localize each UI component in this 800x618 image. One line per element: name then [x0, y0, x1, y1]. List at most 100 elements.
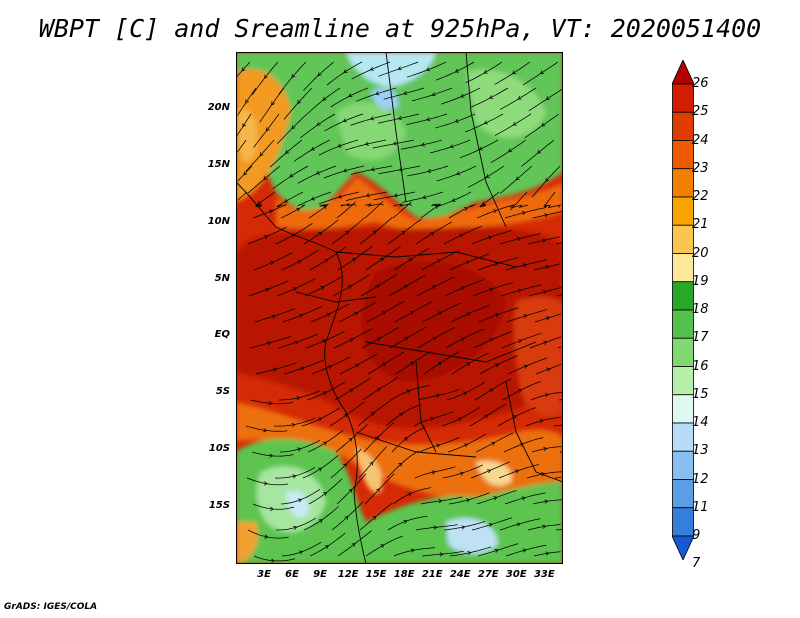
streamline-arrow — [317, 72, 322, 77]
colorbar-label: 13 — [692, 443, 709, 459]
streamline-arrow — [435, 393, 441, 398]
streamline-arrow — [493, 209, 498, 214]
streamline-arrow — [420, 142, 426, 147]
streamline-arrow — [269, 261, 275, 266]
streamline — [237, 165, 253, 182]
streamline-arrow — [372, 230, 377, 235]
colorbar-box — [672, 83, 694, 113]
colorbar-label: 25 — [692, 104, 709, 120]
streamline-arrow — [516, 522, 521, 527]
streamline-arrow — [439, 552, 444, 557]
streamline-arrow — [393, 193, 398, 198]
colorbar-label: 19 — [692, 273, 709, 289]
streamline-arrow — [310, 146, 315, 151]
streamline-arrow — [271, 314, 276, 319]
colorbar-box — [672, 111, 694, 141]
streamline-arrow — [451, 197, 456, 202]
streamline-arrow — [291, 125, 296, 130]
colorbar-label: 18 — [692, 302, 709, 317]
field-core-red — [361, 262, 506, 382]
streamline-arrow — [349, 338, 354, 343]
streamline-arrow — [463, 207, 469, 212]
streamline-arrow — [264, 534, 269, 539]
streamline-arrow — [517, 389, 522, 393]
streamline-arrow — [289, 173, 294, 178]
streamline — [236, 61, 251, 78]
streamline-arrow — [242, 123, 247, 128]
streamline-arrow — [272, 367, 278, 372]
streamline-arrow — [493, 496, 498, 501]
streamline-arrow — [322, 492, 328, 496]
streamline-arrow — [370, 167, 375, 172]
streamline-arrow — [541, 122, 546, 127]
streamline-arrow — [337, 143, 342, 148]
colorbar-box — [672, 479, 694, 509]
streamline-arrow — [283, 198, 289, 203]
streamline — [555, 242, 562, 245]
streamline-arrow — [481, 201, 486, 206]
streamline-arrow — [398, 462, 403, 467]
streamline-arrow — [297, 260, 302, 264]
streamline-arrow — [292, 474, 297, 479]
colorbar-top-triangle — [672, 60, 694, 85]
streamline-arrow — [489, 388, 494, 393]
lat-label: 5S — [215, 386, 230, 398]
field-south-blue-2 — [446, 518, 498, 554]
streamline-arrow — [372, 515, 377, 520]
streamline-arrow — [542, 290, 548, 295]
streamline-arrow — [326, 312, 331, 317]
streamline-arrow — [257, 200, 262, 205]
streamline-arrow — [355, 363, 360, 368]
streamline-arrow — [365, 193, 370, 198]
streamline-arrow — [369, 66, 375, 71]
lon-label: 15E — [365, 569, 387, 580]
streamline-arrow — [320, 286, 325, 290]
streamline-arrow — [484, 414, 489, 419]
streamline-arrow — [347, 285, 352, 290]
lon-label: 6E — [285, 569, 299, 580]
streamline-arrow — [291, 74, 296, 79]
colorbar-box — [672, 140, 694, 170]
streamline-arrow — [398, 167, 403, 172]
streamline-arrow — [291, 233, 296, 238]
streamline-arrow — [432, 336, 437, 341]
streamline-arrow — [382, 362, 387, 367]
streamline-arrow — [431, 470, 436, 475]
streamline-arrow — [460, 337, 466, 342]
lat-label: 5N — [214, 272, 230, 284]
streamline-arrow — [431, 92, 436, 97]
streamline-arrow — [408, 201, 413, 206]
colorbar-label: 12 — [692, 471, 709, 487]
streamline-arrow — [327, 365, 333, 370]
streamline-arrow — [369, 116, 375, 121]
streamline-arrow — [437, 361, 443, 366]
colorbar-box — [672, 168, 694, 198]
colorbar-box — [672, 366, 694, 396]
colorbar-box — [672, 253, 694, 283]
streamline-arrow — [392, 141, 397, 146]
lon-label: 9E — [313, 569, 327, 580]
colorbar-label: 24 — [692, 132, 709, 148]
colorbar-box — [672, 224, 694, 254]
streamline-arrow — [427, 168, 432, 174]
streamline-arrow — [296, 207, 301, 212]
streamline — [535, 363, 562, 375]
streamline-arrow — [459, 471, 464, 476]
colorbar-label: 26 — [692, 76, 709, 91]
streamline-arrow — [518, 339, 523, 344]
colorbar-label: 14 — [692, 415, 709, 430]
colorbar-label: 7 — [692, 556, 701, 572]
streamline-arrow — [512, 415, 518, 420]
streamline-arrow — [300, 366, 305, 371]
map-frame — [236, 52, 563, 564]
streamline-arrow — [269, 453, 274, 458]
lat-label: EQ — [214, 329, 230, 341]
streamline-arrow — [456, 171, 461, 176]
streamline-arrow — [543, 340, 548, 345]
streamline-arrow — [545, 316, 550, 321]
field-east-highlands — [513, 296, 563, 416]
lon-label: 33E — [533, 569, 555, 580]
streamline-arrow — [537, 149, 542, 154]
streamline-arrow — [494, 262, 499, 267]
streamline-arrow — [292, 287, 298, 292]
